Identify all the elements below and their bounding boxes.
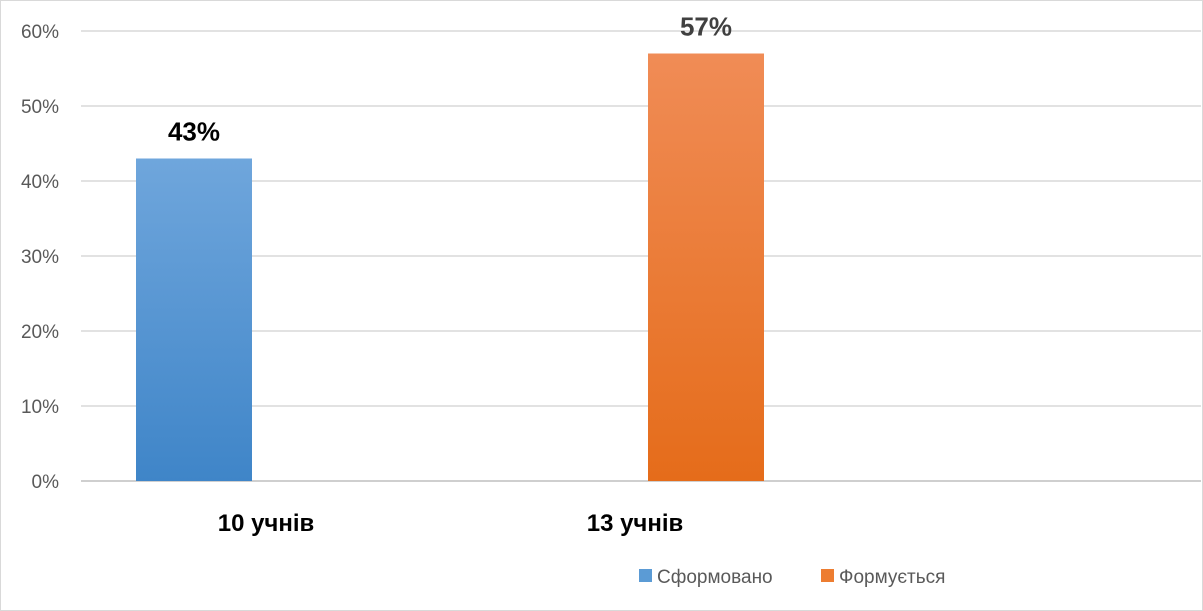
legend: Сформовано Формується — [639, 567, 945, 588]
data-labels: 43% 57% — [168, 12, 732, 147]
y-tick-label: 40% — [21, 172, 59, 193]
gridlines — [81, 30, 1201, 482]
bar-sformovano — [136, 158, 252, 481]
x-axis-category-labels: 10 учнів 13 учнів — [218, 510, 684, 537]
data-label: 43% — [168, 117, 220, 147]
category-label: 13 учнів — [587, 510, 684, 537]
bar-formuietsia — [648, 53, 764, 481]
y-tick-label: 20% — [21, 322, 59, 343]
legend-swatch — [821, 569, 834, 582]
y-tick-label: 10% — [21, 397, 59, 418]
y-axis-tick-labels: 0% 10% 20% 30% 40% 50% 60% — [21, 22, 59, 493]
bars — [136, 53, 764, 481]
legend-label: Формується — [839, 567, 945, 588]
y-tick-label: 50% — [21, 97, 59, 118]
y-tick-label: 30% — [21, 247, 59, 268]
legend-swatch — [639, 569, 652, 582]
data-label: 57% — [680, 12, 732, 42]
category-label: 10 учнів — [218, 510, 315, 537]
y-tick-label: 60% — [21, 22, 59, 43]
y-tick-label: 0% — [32, 472, 60, 493]
legend-label: Сформовано — [657, 567, 773, 588]
